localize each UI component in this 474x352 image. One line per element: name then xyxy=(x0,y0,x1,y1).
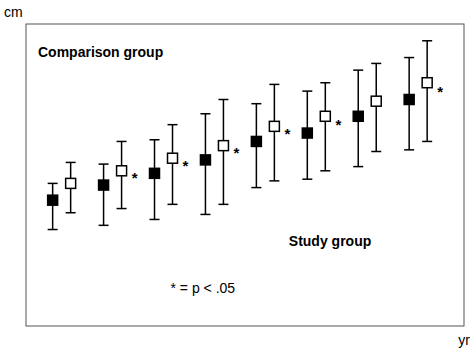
marker xyxy=(251,136,261,146)
error-line xyxy=(274,84,276,180)
significance-star: * xyxy=(234,144,240,161)
error-cap xyxy=(251,103,261,105)
series-label: Comparison group xyxy=(38,44,163,60)
error-cap xyxy=(269,180,279,182)
error-bar xyxy=(218,100,228,205)
series-label: Study group xyxy=(289,233,371,249)
error-cap xyxy=(353,166,363,168)
error-cap xyxy=(218,204,228,206)
marker xyxy=(66,178,76,188)
marker xyxy=(99,180,109,190)
error-cap xyxy=(168,204,178,206)
error-bar xyxy=(320,83,330,171)
error-cap xyxy=(320,82,330,84)
significance-star: * xyxy=(183,157,189,174)
plot-frame xyxy=(26,24,464,326)
note: * = p < .05 xyxy=(171,280,236,296)
significance-star: * xyxy=(132,169,138,186)
marker xyxy=(200,155,210,165)
error-bar xyxy=(48,183,58,229)
marker xyxy=(302,128,312,138)
error-cap xyxy=(422,40,432,42)
error-bar xyxy=(66,162,76,212)
chart: * * * * * * Comparison group Study group * = p <… xyxy=(0,0,474,352)
error-line xyxy=(426,41,428,142)
marker xyxy=(117,166,127,176)
significance-star: * xyxy=(284,125,290,142)
error-cap xyxy=(422,141,432,143)
error-bar xyxy=(117,141,127,208)
error-cap xyxy=(200,214,210,216)
marker xyxy=(150,168,160,178)
error-cap xyxy=(371,63,381,65)
error-bar xyxy=(251,104,261,188)
error-cap xyxy=(48,229,58,231)
error-cap xyxy=(150,139,160,141)
error-line xyxy=(172,125,174,205)
error-cap xyxy=(251,187,261,189)
error-cap xyxy=(269,84,279,86)
series-1 xyxy=(48,58,415,230)
error-cap xyxy=(302,90,312,92)
error-cap xyxy=(320,170,330,172)
error-line xyxy=(103,164,105,225)
error-bar xyxy=(422,41,432,142)
error-cap xyxy=(48,183,58,185)
error-cap xyxy=(117,141,127,143)
marker xyxy=(422,78,432,88)
error-bar xyxy=(99,164,109,225)
error-cap xyxy=(371,151,381,153)
error-cap xyxy=(99,163,109,165)
error-cap xyxy=(302,178,312,180)
error-bar xyxy=(353,70,363,166)
error-line xyxy=(325,83,327,171)
error-cap xyxy=(99,225,109,227)
marker xyxy=(371,96,381,106)
error-line xyxy=(375,63,377,151)
error-cap xyxy=(200,113,210,115)
marker xyxy=(353,111,363,121)
error-line xyxy=(154,140,156,220)
error-cap xyxy=(353,69,363,71)
marker xyxy=(168,153,178,163)
error-bar xyxy=(371,63,381,151)
error-bar xyxy=(150,140,160,220)
error-cap xyxy=(218,99,228,101)
error-cap xyxy=(66,162,76,164)
error-cap xyxy=(168,124,178,126)
marks xyxy=(48,41,433,230)
marker xyxy=(320,111,330,121)
marker xyxy=(218,141,228,151)
error-line xyxy=(223,100,225,205)
x-axis-label: yr xyxy=(458,332,470,348)
error-bar xyxy=(200,114,210,215)
error-cap xyxy=(66,212,76,214)
error-bar xyxy=(168,125,178,205)
significance-star: * xyxy=(437,83,443,100)
error-cap xyxy=(404,149,414,151)
error-line xyxy=(52,183,54,229)
error-cap xyxy=(150,219,160,221)
marker xyxy=(48,195,58,205)
error-cap xyxy=(404,57,414,59)
series-0 xyxy=(66,41,433,213)
marker xyxy=(269,121,279,131)
error-cap xyxy=(117,208,127,210)
significance-star: * xyxy=(335,116,341,133)
marker xyxy=(404,95,414,105)
error-bar xyxy=(269,84,279,180)
error-bar xyxy=(404,58,414,150)
y-axis-label: cm xyxy=(4,4,23,20)
error-bar xyxy=(302,91,312,179)
